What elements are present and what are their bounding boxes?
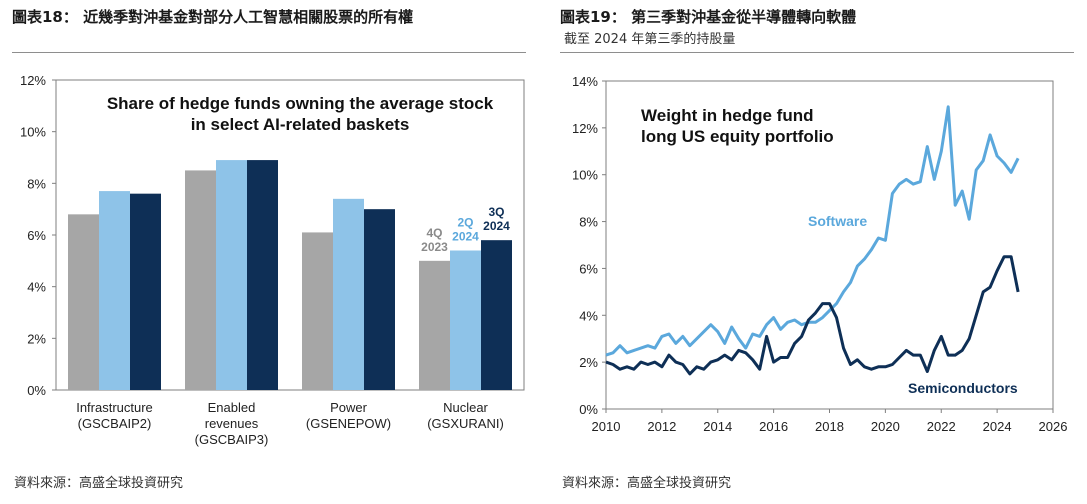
left-bar-chart: 0% 2% 4% 6% 8% 10% 12% Infrastructure(GSCBAIP2)… — [20, 73, 525, 447]
chart-title: Weight in hedge fund — [641, 106, 814, 125]
y-tick-label: 8% — [27, 176, 46, 191]
y-tick-label: 8% — [579, 215, 598, 230]
right-figure-subtitle: 截至 2024 年第三季的持股量 — [564, 32, 736, 47]
bar — [419, 260, 450, 390]
series-label-software: Software — [808, 213, 867, 229]
x-tick-label: 2016 — [759, 419, 788, 434]
bar — [364, 209, 395, 390]
bar — [302, 232, 333, 390]
chart-title: Share of hedge funds owning the average … — [107, 94, 494, 113]
y-tick-label: 10% — [20, 125, 46, 140]
category-label: (GSXURANI) — [427, 416, 504, 431]
x-tick-label: 2024 — [983, 419, 1012, 434]
x-tick-label: 2012 — [647, 419, 676, 434]
right-figure-panel: 圖表19： 第三季對沖基金從半導體轉向軟體 截至 2024 年第三季的持股量 0… — [548, 0, 1087, 504]
x-tick-label: 2010 — [592, 419, 621, 434]
y-tick-label: 12% — [572, 121, 598, 136]
x-tick-label: 2022 — [927, 419, 956, 434]
category-label: Power — [330, 400, 368, 415]
series-label: 4Q — [426, 226, 442, 240]
series-label: 2Q — [457, 216, 473, 230]
chart-title: in select AI-related baskets — [191, 115, 410, 134]
category-label: Nuclear — [443, 400, 488, 415]
category-label: (GSCBAIP3) — [195, 432, 269, 447]
x-tick-label: 2026 — [1039, 419, 1068, 434]
left-title-rule — [12, 52, 526, 53]
bar — [481, 240, 512, 390]
right-figure-title: 圖表19： 第三季對沖基金從半導體轉向軟體 — [560, 8, 857, 26]
category-label: Infrastructure — [76, 400, 153, 415]
series-line — [605, 105, 1020, 357]
y-tick-label: 2% — [27, 331, 46, 346]
series-label: 2024 — [483, 219, 510, 233]
left-figure-panel: 圖表18： 近幾季對沖基金對部分人工智慧相關股票的所有權 0% 2% 4% 6% 8% 1… — [0, 0, 540, 504]
bar — [333, 198, 364, 390]
series-label: 3Q — [488, 205, 504, 219]
y-tick-label: 12% — [20, 73, 46, 88]
series-label-semiconductors: Semiconductors — [908, 380, 1018, 396]
bar — [68, 214, 99, 390]
bar — [185, 170, 216, 390]
series-label: 2023 — [421, 240, 448, 254]
y-tick-label: 6% — [27, 228, 46, 243]
y-tick-label: 0% — [579, 402, 598, 417]
bar — [450, 250, 481, 390]
right-title-rule — [560, 52, 1074, 53]
series-label: 2024 — [452, 230, 479, 244]
x-tick-label: 2014 — [703, 419, 732, 434]
y-tick-label: 6% — [579, 261, 598, 276]
category-label: revenues — [205, 416, 259, 431]
series-line — [605, 255, 1020, 376]
category-label: (GSENEPOW) — [306, 416, 391, 431]
x-tick-label: 2018 — [815, 419, 844, 434]
y-tick-label: 2% — [579, 355, 598, 370]
y-tick-label: 4% — [27, 280, 46, 295]
bar — [130, 193, 161, 390]
chart-title: long US equity portfolio — [641, 127, 834, 146]
bar — [247, 160, 278, 390]
right-line-chart: 0% 2% 4% 6% 8% 10% 12% 14% 2010 2012 2014 2016 2018 2… — [572, 74, 1068, 434]
bar — [99, 191, 130, 390]
left-source-note: 資料來源：高盛全球投資研究 — [14, 476, 184, 491]
x-tick-label: 2020 — [871, 419, 900, 434]
category-label: Enabled — [208, 400, 256, 415]
category-label: (GSCBAIP2) — [78, 416, 152, 431]
left-figure-title: 圖表18： 近幾季對沖基金對部分人工智慧相關股票的所有權 — [12, 8, 414, 26]
y-tick-label: 0% — [27, 383, 46, 398]
right-source-note: 資料來源：高盛全球投資研究 — [562, 476, 732, 491]
y-tick-label: 10% — [572, 168, 598, 183]
y-tick-label: 14% — [572, 74, 598, 89]
bar — [216, 160, 247, 390]
y-tick-label: 4% — [579, 308, 598, 323]
